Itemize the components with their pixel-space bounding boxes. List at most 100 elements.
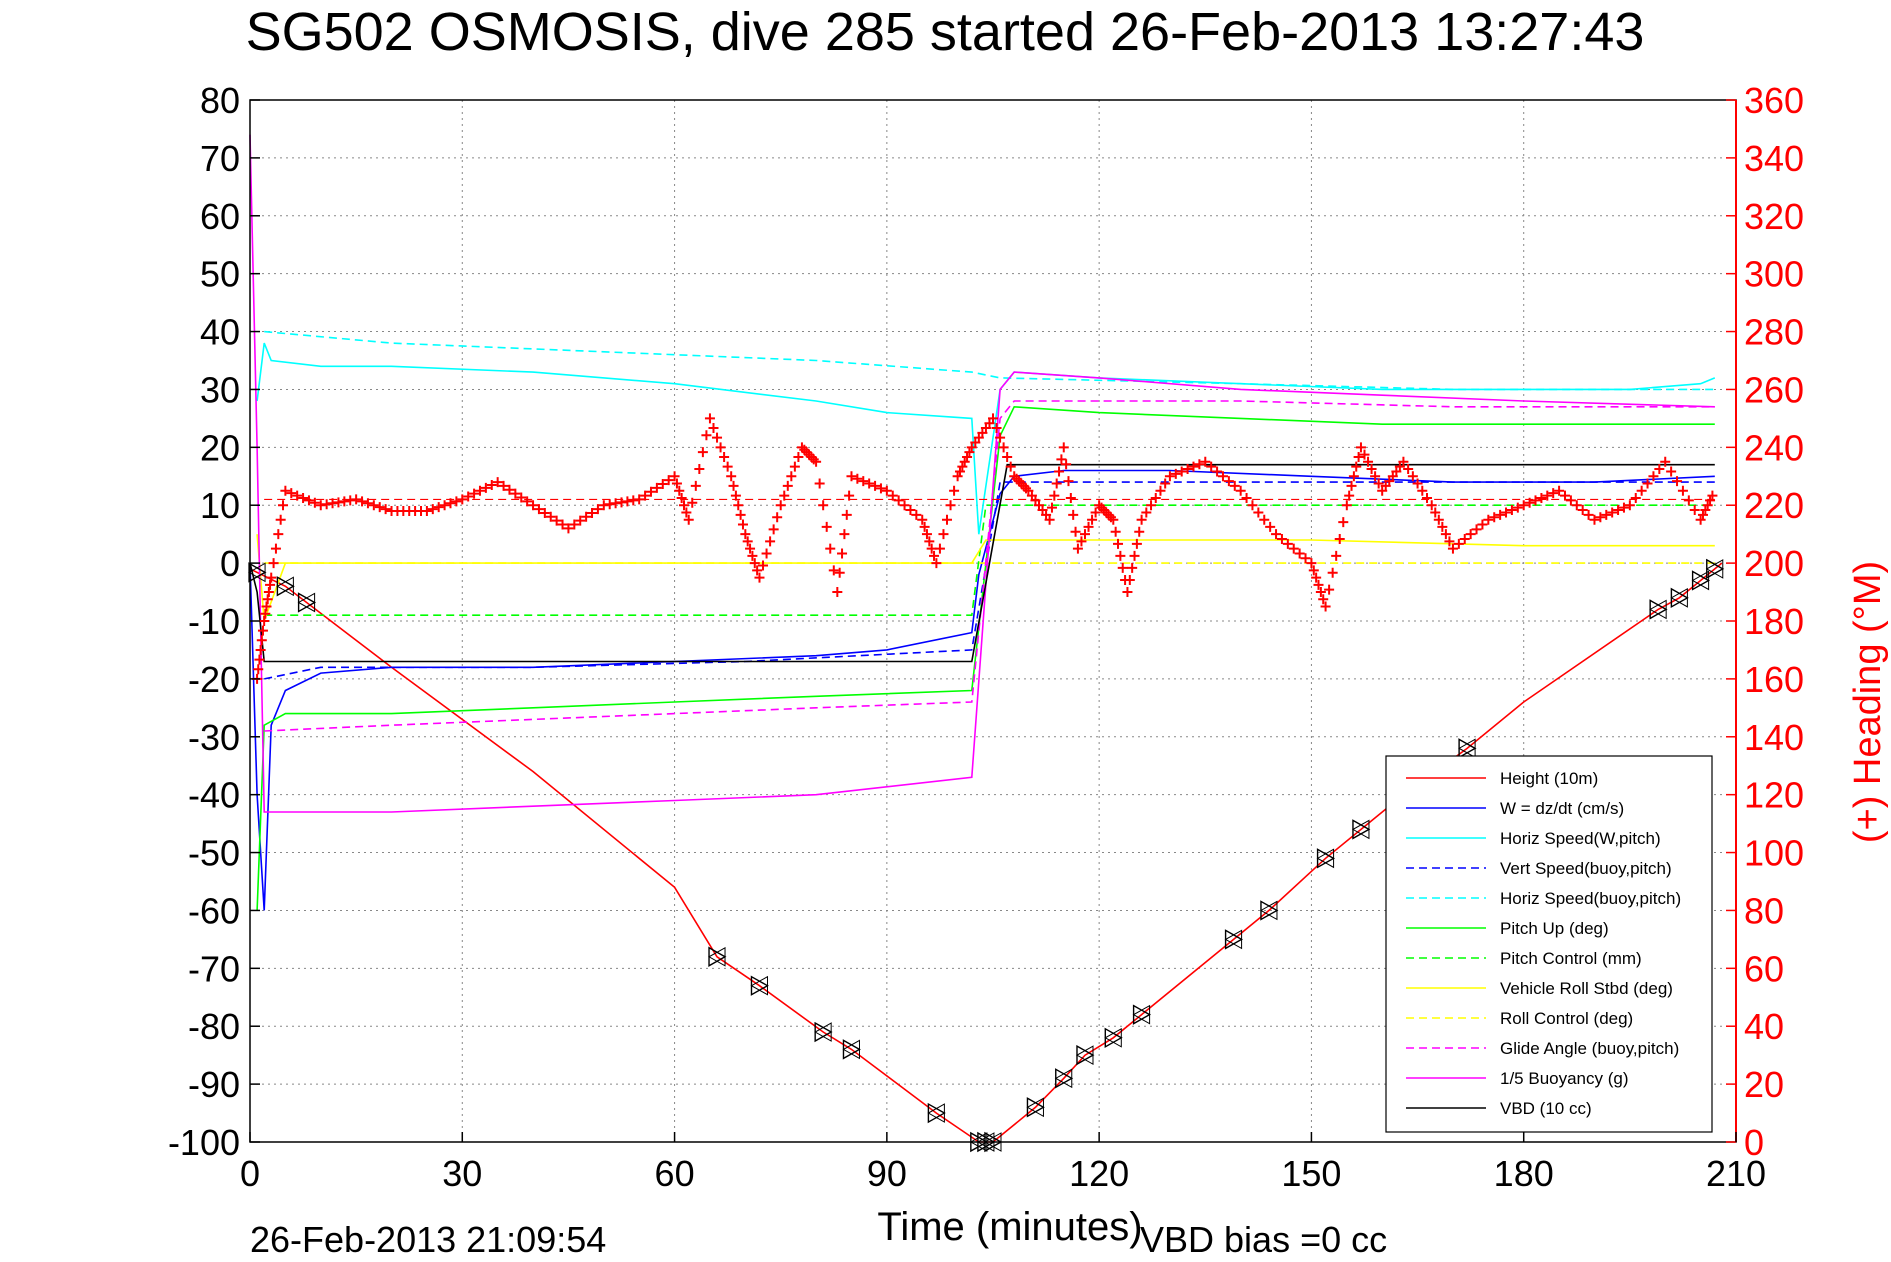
heading-point (445, 498, 456, 509)
heading-point (1366, 464, 1377, 475)
heading-point (270, 543, 281, 554)
heading-point (1013, 476, 1024, 487)
left-axis: 80 70 60 50 40 30 20 10 0 -10 -20 -30 -40 -50 -60 -70 -8… (168, 80, 260, 1163)
heading-point (1122, 587, 1133, 598)
heading-point (1700, 505, 1711, 516)
series-line-1 (249, 562, 1723, 1143)
heading-point (1315, 587, 1326, 598)
heading-point (1117, 562, 1128, 573)
heading-point (949, 485, 960, 496)
height-marker-inner (750, 975, 768, 996)
heading-point (1079, 529, 1090, 540)
x-tick-label: 150 (1281, 1153, 1341, 1194)
heading-point (1677, 485, 1688, 496)
heading-point (1083, 521, 1094, 532)
heading-point (510, 488, 521, 499)
legend-label: Pitch Up (deg) (1500, 919, 1609, 938)
height-marker-inner (842, 1039, 860, 1060)
legend-label: Pitch Control (mm) (1500, 949, 1642, 968)
heading-point (1630, 492, 1641, 503)
heading-point (592, 504, 603, 515)
heading-point (1241, 492, 1252, 503)
heading-point (292, 490, 303, 501)
heading-point (957, 461, 968, 472)
heading-point (1697, 509, 1708, 520)
left-tick-label: 60 (200, 196, 240, 237)
heading-point (1046, 502, 1057, 513)
heading-point (834, 567, 845, 578)
heading-point (1524, 497, 1535, 508)
heading-point (761, 548, 772, 559)
heading-point (1403, 464, 1414, 475)
heading-point (1607, 507, 1618, 518)
heading-point (1613, 505, 1624, 516)
heading-point (262, 594, 273, 605)
heading-point (254, 654, 265, 665)
heading-point (1182, 464, 1193, 475)
heading-point (268, 558, 279, 569)
heading-point (988, 413, 998, 424)
heading-point (275, 514, 286, 525)
heading-point (938, 529, 949, 540)
x-tick-label: 60 (655, 1153, 695, 1194)
legend-label: Horiz Speed(W,pitch) (1500, 829, 1661, 848)
heading-point (1471, 524, 1482, 535)
right-tick-label: 300 (1744, 254, 1804, 295)
height-marker-inner (927, 1103, 945, 1123)
heading-point (362, 498, 373, 509)
footer-timestamp: 26-Feb-2013 21:09:54 (250, 1219, 606, 1260)
heading-point (844, 490, 855, 501)
heading-point (1090, 507, 1101, 518)
heading-point (1131, 538, 1142, 549)
heading-point (726, 471, 737, 482)
heading-point (1373, 478, 1384, 489)
heading-point (539, 507, 550, 518)
heading-point (740, 529, 751, 540)
heading-point (663, 475, 674, 486)
heading-point (1672, 476, 1683, 487)
height-marker-inner (297, 592, 316, 613)
heading-point (962, 451, 973, 462)
heading-point (645, 486, 656, 497)
heading-point (309, 497, 320, 508)
heading-point (1530, 495, 1541, 506)
heading-point (942, 514, 953, 525)
left-tick-label: -10 (188, 601, 240, 642)
heading-point (728, 480, 739, 491)
heading-point (1707, 490, 1718, 501)
heading-point (899, 500, 910, 511)
heading-point (1065, 492, 1076, 503)
heading-point (806, 451, 817, 462)
heading-point (811, 456, 822, 467)
heading-point (1483, 514, 1494, 525)
heading-point (1512, 502, 1523, 513)
heading-point (303, 495, 314, 506)
heading-point (683, 514, 694, 525)
heading-point (492, 477, 503, 488)
heading-point (911, 509, 922, 520)
height-marker-inner (1649, 599, 1667, 620)
heading-point (357, 496, 368, 507)
left-tick-label: -40 (188, 775, 240, 816)
heading-point (374, 502, 385, 513)
heading-point (1129, 550, 1140, 561)
heading-point (651, 482, 662, 493)
heading-point (674, 485, 685, 496)
heading-point (280, 485, 291, 496)
left-tick-label: 0 (220, 543, 240, 584)
heading-point (451, 496, 462, 507)
heading-point (260, 608, 271, 619)
series-line-12 (249, 463, 1715, 663)
x-tick-label: 0 (240, 1153, 260, 1194)
legend: Height (10m) W = dz/dt (cm/s) Horiz Speed(… (1385, 755, 1713, 1133)
heading-point (533, 504, 544, 515)
x-tick-label: 180 (1494, 1153, 1554, 1194)
heading-point (959, 456, 970, 467)
heading-point (587, 507, 598, 518)
heading-point (1353, 451, 1364, 462)
left-tick-label: 70 (200, 138, 240, 179)
heading-point (701, 430, 712, 441)
heading-point (522, 496, 533, 507)
heading-point (1648, 471, 1659, 482)
heading-point (1331, 550, 1342, 561)
